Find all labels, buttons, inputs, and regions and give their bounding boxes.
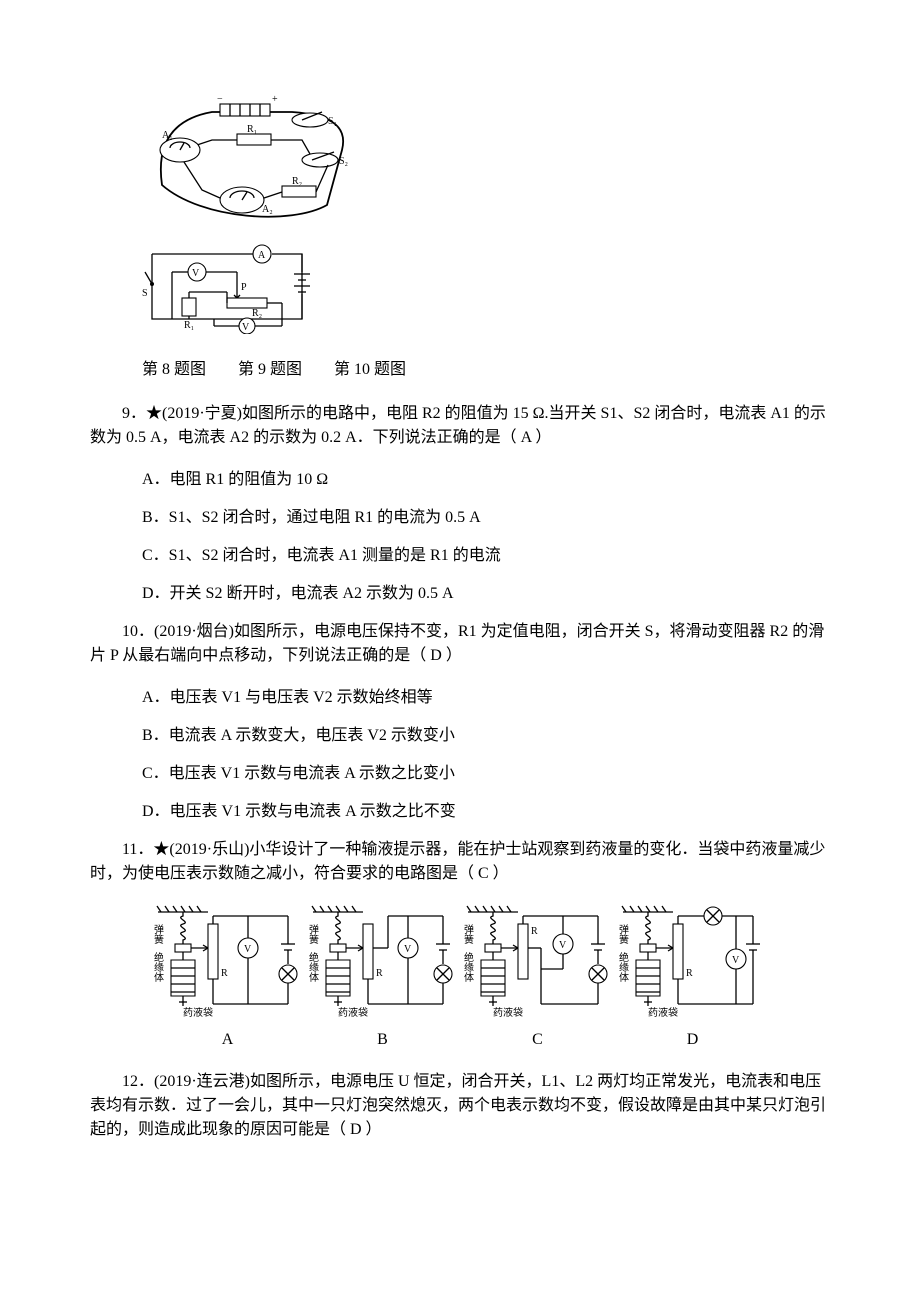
label-r1: R₁: [247, 124, 257, 135]
q9-intro: 9．★(2019·宁夏)如图所示的电路中，电阻 R2 的阻值为 15 Ω.当开关…: [90, 402, 830, 450]
q11a-spring-1: 弹簧: [153, 923, 164, 945]
q11-option-cell-a: .ln{stroke:#000;stroke-width:1.3;fill:no…: [150, 904, 305, 1052]
label-v1-v: V: [192, 268, 200, 279]
q10-option-b: B．电流表 A 示数变大，电压表 V2 示数变小: [142, 724, 830, 748]
q11b-bag: 药液袋: [338, 1006, 368, 1019]
label-r2b: R₂: [252, 308, 262, 319]
battery-plus: +: [272, 94, 278, 105]
label-s2: S₂: [339, 156, 348, 167]
label-r2: R₂: [292, 176, 302, 187]
q11a-r: R: [221, 968, 228, 979]
label-s1: S₁: [328, 116, 337, 127]
label-s: S: [142, 288, 148, 299]
q11a-ins: 绝缘体: [153, 951, 164, 983]
battery-minus: −: [217, 94, 223, 105]
q11b-spring: 弹簧: [308, 923, 319, 945]
figure-caption: 第 8 题图 第 9 题图 第 10 题图: [142, 358, 830, 382]
q9-option-a: A．电阻 R1 的阻值为 10 Ω: [142, 468, 830, 492]
q11d-ins: 绝缘体: [618, 951, 629, 983]
q11-option-cell-b: .ln{stroke:#000;stroke-width:1.3;fill:no…: [305, 904, 460, 1052]
q12-intro: 12．(2019·连云港)如图所示，电源电压 U 恒定，闭合开关，L1、L2 两…: [90, 1070, 830, 1142]
q11-label-d: D: [615, 1028, 770, 1052]
figure-8-9-block: .ln{stroke:#000;stroke-width:1.2;fill:no…: [142, 90, 830, 334]
q11c-v: V: [559, 940, 567, 951]
q11-label-c: C: [460, 1028, 615, 1052]
figure-10-svg: .ln{stroke:#000;stroke-width:1.4;fill:no…: [142, 234, 312, 334]
q11-svg-a: .ln{stroke:#000;stroke-width:1.3;fill:no…: [153, 904, 303, 1024]
q10-option-a: A．电压表 V1 与电压表 V2 示数始终相等: [142, 686, 830, 710]
label-v2-v: V: [242, 322, 250, 333]
q11c-r: R: [531, 926, 538, 937]
q11a-bag: 药液袋: [183, 1006, 213, 1019]
q11d-v: V: [732, 955, 740, 966]
q11-option-cell-c: .ln{stroke:#000;stroke-width:1.3;fill:no…: [460, 904, 615, 1052]
q11a-v: V: [244, 944, 252, 955]
q11-label-b: B: [305, 1028, 460, 1052]
q11c-bag: 药液袋: [493, 1006, 523, 1019]
q11d-bag: 药液袋: [648, 1006, 678, 1019]
q11-option-cell-d: .ln{stroke:#000;stroke-width:1.3;fill:no…: [615, 904, 770, 1052]
q11-label-a: A: [150, 1028, 305, 1052]
q9-option-b: B．S1、S2 闭合时，通过电阻 R1 的电流为 0.5 A: [142, 506, 830, 530]
q10-option-d: D．电压表 V1 示数与电流表 A 示数之比不变: [142, 800, 830, 824]
q11d-spring: 弹簧: [618, 923, 629, 945]
q10-intro: 10．(2019·烟台)如图所示，电源电压保持不变，R1 为定值电阻，闭合开关 …: [90, 620, 830, 668]
q11-intro: 11．★(2019·乐山)小华设计了一种输液提示器，能在护士站观察到药液量的变化…: [90, 838, 830, 886]
q11-svg-d: .ln{stroke:#000;stroke-width:1.3;fill:no…: [618, 904, 768, 1024]
q11c-ins: 绝缘体: [463, 951, 474, 983]
label-p: P: [241, 282, 247, 293]
q11b-ins: 绝缘体: [308, 951, 319, 983]
q11-options-row: .ln{stroke:#000;stroke-width:1.3;fill:no…: [150, 904, 770, 1052]
q10-option-c: C．电压表 V1 示数与电流表 A 示数之比变小: [142, 762, 830, 786]
label-a1: A₁: [162, 130, 173, 141]
q11-svg-c: .ln{stroke:#000;stroke-width:1.3;fill:no…: [463, 904, 613, 1024]
q11b-v: V: [404, 944, 412, 955]
label-r1b: R₁: [184, 320, 194, 331]
q9-option-c: C．S1、S2 闭合时，电流表 A1 测量的是 R1 的电流: [142, 544, 830, 568]
q11b-r: R: [376, 968, 383, 979]
label-a2: A₂: [262, 204, 273, 215]
figure-8-9-svg: .ln{stroke:#000;stroke-width:1.2;fill:no…: [142, 90, 362, 230]
q9-option-d: D．开关 S2 断开时，电流表 A2 示数为 0.5 A: [142, 582, 830, 606]
q11d-r: R: [686, 968, 693, 979]
q11c-spring: 弹簧: [463, 923, 474, 945]
label-a: A: [258, 250, 266, 261]
q11-svg-b: .ln{stroke:#000;stroke-width:1.3;fill:no…: [308, 904, 458, 1024]
